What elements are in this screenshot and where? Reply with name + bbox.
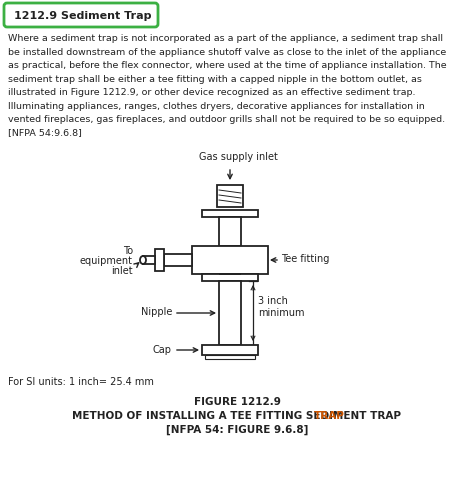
Bar	[143, 256, 155, 264]
Bar	[155, 249, 164, 271]
Bar	[205, 355, 255, 359]
Text: equipment: equipment	[80, 256, 133, 266]
Text: [NFPA 54:9.6.8]: [NFPA 54:9.6.8]	[8, 129, 82, 137]
Text: METHOD OF INSTALLING A TEE FITTING SEDIMENT TRAP: METHOD OF INSTALLING A TEE FITTING SEDIM…	[73, 411, 401, 421]
Bar	[192, 246, 268, 274]
Text: be installed downstream of the appliance shutoff valve as close to the inlet of : be installed downstream of the appliance…	[8, 48, 446, 56]
Bar	[217, 185, 243, 207]
Text: To: To	[123, 246, 133, 256]
Text: Gas supply inlet: Gas supply inlet	[199, 152, 277, 162]
Text: For SI units: 1 inch= 25.4 mm: For SI units: 1 inch= 25.4 mm	[8, 377, 154, 387]
Text: vented fireplaces, gas fireplaces, and outdoor grills shall not be required to b: vented fireplaces, gas fireplaces, and o…	[8, 115, 445, 124]
Text: FIGURE 1212.9: FIGURE 1212.9	[193, 397, 281, 407]
Text: inlet: inlet	[111, 266, 133, 276]
Bar	[219, 217, 241, 246]
Text: Illuminating appliances, ranges, clothes dryers, decorative appliances for insta: Illuminating appliances, ranges, clothes…	[8, 102, 425, 110]
Text: as practical, before the flex connector, where used at the time of appliance ins: as practical, before the flex connector,…	[8, 61, 447, 70]
Text: Tee fitting: Tee fitting	[281, 254, 329, 264]
Text: 3 inch
minimum: 3 inch minimum	[258, 296, 304, 318]
Bar	[202, 274, 258, 281]
Text: illustrated in Figure 1212.9, or other device recognized as an effective sedimen: illustrated in Figure 1212.9, or other d…	[8, 88, 416, 97]
Text: 1212.9 Sediment Trap: 1212.9 Sediment Trap	[14, 11, 152, 21]
Bar	[202, 345, 258, 355]
Text: [NFPA 54: FIGURE 9.6.8]: [NFPA 54: FIGURE 9.6.8]	[166, 425, 308, 435]
Text: Where a sediment trap is not incorporated as a part of the appliance, a sediment: Where a sediment trap is not incorporate…	[8, 34, 443, 43]
Text: TRAP: TRAP	[314, 411, 345, 421]
Bar	[202, 210, 258, 217]
Text: sediment trap shall be either a tee fitting with a capped nipple in the bottom o: sediment trap shall be either a tee fitt…	[8, 75, 422, 83]
Text: Nipple: Nipple	[141, 307, 172, 317]
Bar	[164, 254, 192, 266]
Bar	[219, 281, 241, 345]
Ellipse shape	[140, 256, 146, 264]
Text: Cap: Cap	[153, 345, 172, 355]
